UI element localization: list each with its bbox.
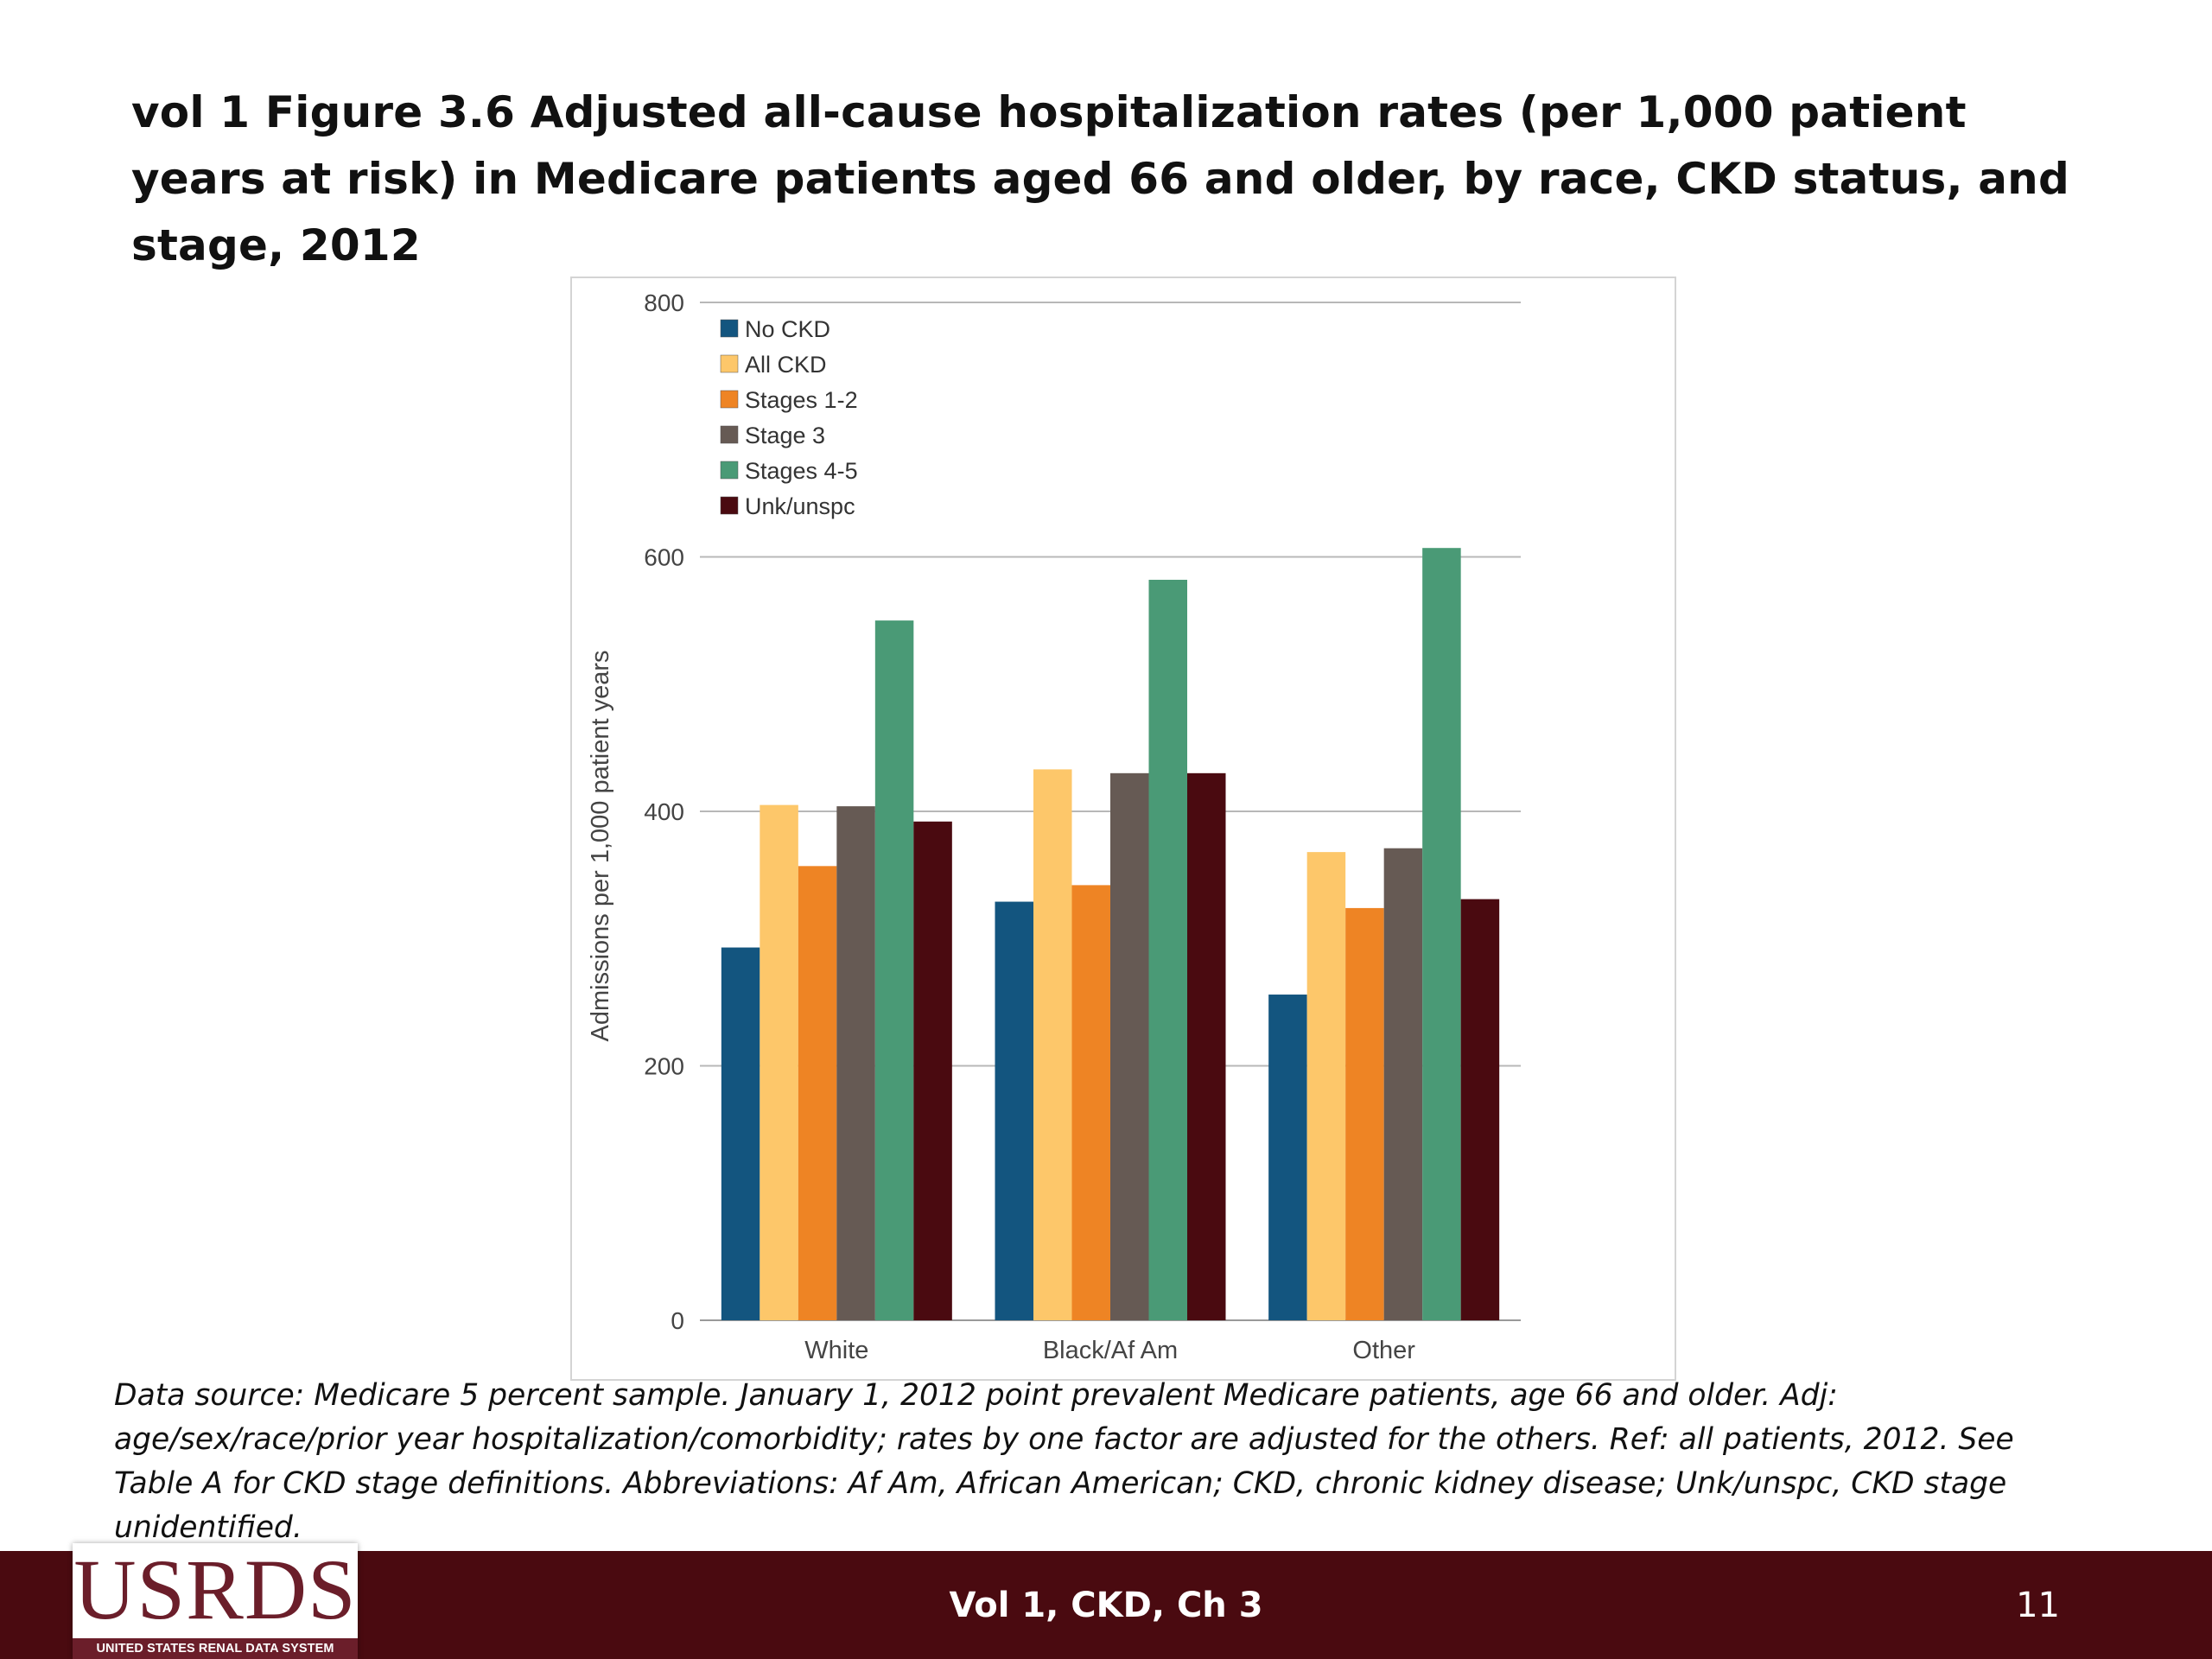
bar-stages-1-2-other [1345,907,1384,1320]
page-number: 11 [2016,1585,2060,1625]
bar-unk-unspc-white [913,821,952,1320]
bar-all-ckd-other [1306,852,1346,1320]
bar-unk-unspc-black-af-am [1187,772,1226,1320]
legend-label: Unk/unspc [745,493,855,519]
slide-title: vol 1 Figure 3.6 Adjusted all-cause hosp… [131,87,2069,270]
bar-no-ckd-white [721,947,760,1320]
legend-swatch [720,390,739,409]
legend: No CKD All CKD Stages 1-2 Stage 3 Stages 4-5… [720,316,858,519]
y-tick-label: 800 [644,289,684,316]
bar-no-ckd-black-af-am [995,901,1033,1320]
legend-label: All CKD [745,352,827,378]
legend-swatch [720,319,739,338]
data-source-note: Data source: Medicare 5 percent sample. … [114,1378,2014,1545]
bar-unk-unspc-other [1460,899,1500,1320]
x-tick-label: Black/Af Am [1043,1337,1178,1364]
y-tick-label: 400 [644,798,684,825]
legend-swatch [720,496,739,515]
logo-wordmark: USRDS [73,1543,357,1637]
bar-stages-4-5-black-af-am [1148,580,1187,1320]
footer-center-text: Vol 1, CKD, Ch 3 [949,1585,1263,1625]
bar-stage-3-other [1383,848,1423,1320]
bar-all-ckd-black-af-am [1033,769,1072,1320]
logo-tagline: UNITED STATES RENAL DATA SYSTEM [73,1638,358,1659]
bars [721,548,1500,1320]
legend-swatch [720,354,739,373]
x-tick-label: Other [1352,1337,1415,1364]
bar-chart: 0 200 400 600 800 Admissions per 1,000 patien… [587,289,1521,1364]
bar-all-ckd-white [760,804,798,1320]
footer-bar: Vol 1, CKD, Ch 3 11 [0,1551,2212,1659]
usrds-logo: USRDS UNITED STATES RENAL DATA SYSTEM [73,1543,358,1659]
y-tick-label: 200 [644,1053,684,1080]
y-axis-label: Admissions per 1,000 patient years [587,651,614,1042]
chart-frame: 0 200 400 600 800 Admissions per 1,000 patien… [570,276,1676,1381]
bar-stage-3-white [836,806,875,1320]
legend-label: Stages 1-2 [745,387,858,413]
bar-stage-3-black-af-am [1110,772,1149,1320]
legend-swatch [720,461,739,480]
legend-swatch [720,425,739,444]
axes: 0 200 400 600 800 Admissions per 1,000 patien… [587,289,1415,1364]
y-tick-label: 600 [644,544,684,571]
y-tick-label: 0 [671,1307,684,1334]
legend-label: Stages 4-5 [745,458,858,484]
bar-stages-1-2-black-af-am [1071,885,1110,1320]
legend-label: Stage 3 [745,423,825,448]
bar-stages-1-2-white [798,866,837,1320]
legend-label: No CKD [745,316,830,342]
bar-no-ckd-other [1268,995,1307,1320]
bar-stages-4-5-white [874,620,914,1320]
x-tick-label: White [804,1337,868,1364]
bar-stages-4-5-other [1422,548,1461,1320]
